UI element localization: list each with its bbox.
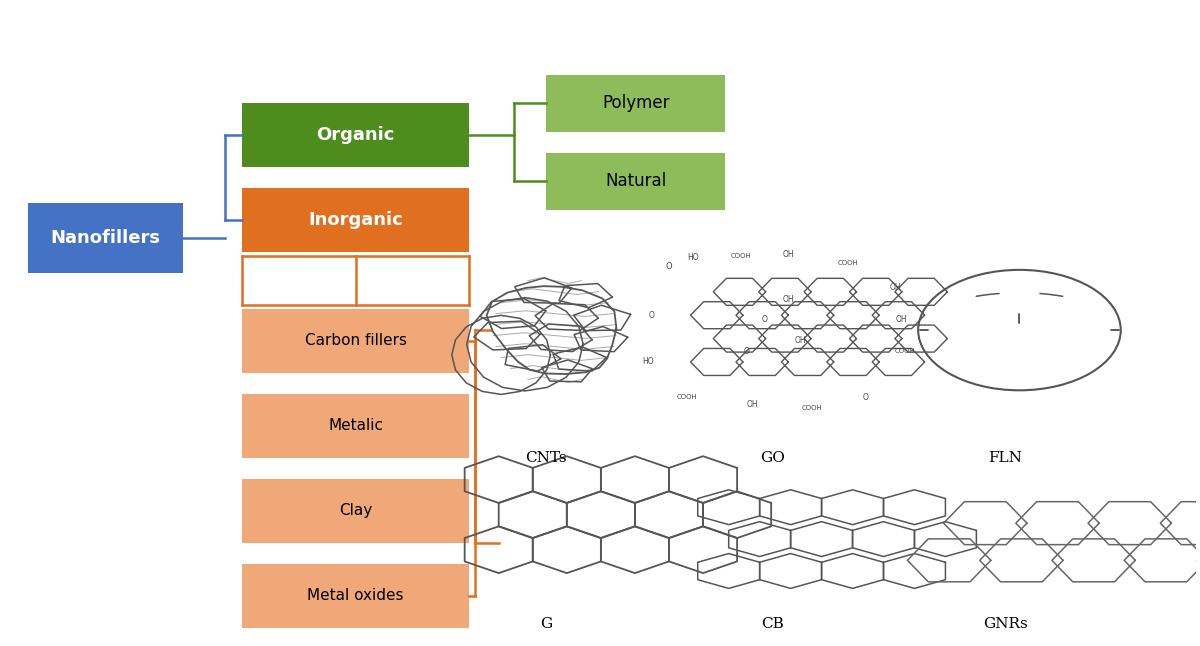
FancyBboxPatch shape [28,203,182,273]
FancyBboxPatch shape [242,103,469,167]
FancyBboxPatch shape [242,309,469,373]
Polygon shape [486,286,617,374]
Text: Carbon fillers: Carbon fillers [305,333,407,348]
Text: OH: OH [782,250,794,259]
Text: O: O [744,347,750,356]
FancyBboxPatch shape [242,394,469,457]
Text: HO: HO [688,253,698,262]
Text: GNRs: GNRs [983,617,1027,631]
Circle shape [918,270,1121,390]
Text: COOH: COOH [838,260,858,266]
Text: Nanofillers: Nanofillers [50,229,161,247]
Text: Organic: Organic [317,126,395,144]
Text: Clay: Clay [340,503,372,518]
FancyBboxPatch shape [242,479,469,543]
Text: O: O [863,393,869,402]
Text: Metal oxides: Metal oxides [307,589,404,603]
Text: GO: GO [761,451,785,464]
Text: O: O [666,262,672,271]
Text: OH: OH [782,295,794,304]
Text: CNTs: CNTs [526,451,568,464]
Text: Inorganic: Inorganic [308,211,403,229]
Text: COOH: COOH [802,405,822,411]
Text: Polymer: Polymer [602,94,670,112]
Text: OH: OH [794,336,806,345]
Text: Natural: Natural [605,172,666,191]
Text: HO: HO [642,357,654,366]
Text: COOH: COOH [895,348,916,355]
Text: FLN: FLN [989,451,1022,464]
Text: O: O [648,311,654,320]
Text: OH: OH [746,400,758,409]
Text: CB: CB [762,617,784,631]
FancyBboxPatch shape [242,189,469,252]
Text: G: G [540,617,552,631]
Text: COOH: COOH [731,253,751,258]
FancyBboxPatch shape [546,153,725,210]
Text: COOH: COOH [677,395,697,401]
Text: O: O [762,315,767,324]
FancyBboxPatch shape [242,564,469,628]
Text: OH: OH [889,283,901,292]
Text: OH: OH [895,315,907,324]
Text: Metalic: Metalic [329,418,383,433]
FancyBboxPatch shape [546,75,725,132]
